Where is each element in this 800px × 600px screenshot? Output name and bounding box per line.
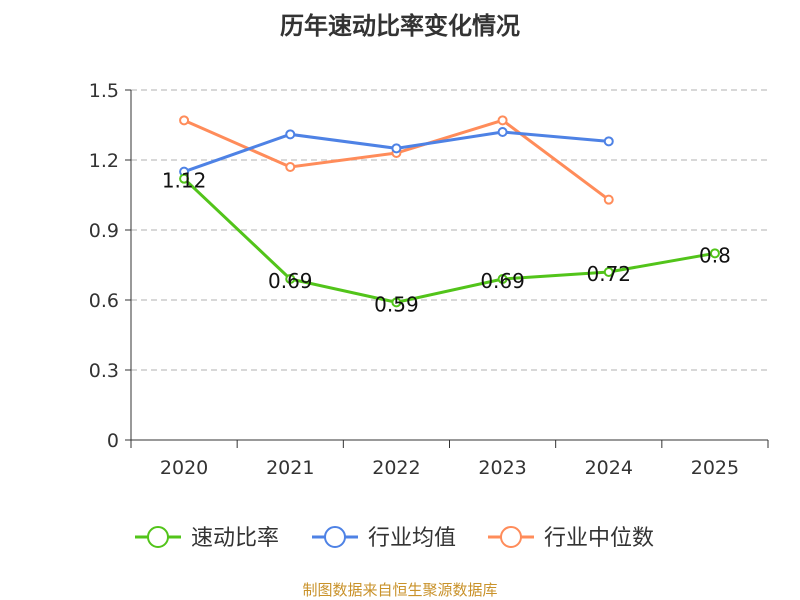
data-point [603, 194, 614, 205]
data-point [603, 136, 614, 147]
legend-label: 行业均值 [368, 526, 456, 551]
legend-marker [147, 526, 169, 548]
x-tick-label: 2020 [160, 457, 208, 479]
source-note: 制图数据来自恒生聚源数据库 [302, 581, 498, 599]
x-tick-label: 2021 [266, 457, 314, 479]
data-label: 0.72 [586, 262, 631, 286]
legend-label: 行业中位数 [544, 526, 654, 551]
data-point [497, 274, 508, 284]
x-tick-label: 2024 [585, 457, 633, 479]
y-tick-label: 0.3 [89, 360, 119, 382]
data-label: 1.12 [162, 169, 207, 193]
legend-marker [324, 526, 346, 548]
data-point [285, 274, 296, 284]
y-tick-label: 0.6 [89, 290, 119, 312]
data-point [391, 143, 402, 154]
series-line-0 [183, 177, 716, 304]
data-point [391, 297, 402, 308]
data-point [497, 115, 508, 126]
data-label: 0.8 [699, 243, 731, 267]
x-tick-label: 2022 [372, 457, 420, 479]
data-label: 0.59 [374, 292, 419, 316]
data-point [179, 173, 190, 184]
data-label: 0.69 [268, 269, 313, 293]
legend-label: 速动比率 [191, 526, 279, 551]
x-tick-label: 2023 [478, 457, 526, 479]
data-label: 0.69 [480, 269, 525, 293]
y-tick-label: 0 [107, 430, 119, 452]
y-tick-label: 1.2 [89, 150, 119, 172]
data-point [497, 127, 508, 137]
legend-marker [500, 526, 522, 548]
y-tick-label: 1.5 [89, 80, 119, 102]
y-tick-label: 0.9 [89, 220, 119, 242]
data-point [709, 248, 720, 259]
data-point [179, 115, 190, 126]
data-point [285, 162, 296, 172]
chart-title: 历年速动比率变化情况 [280, 12, 520, 40]
data-point [285, 129, 296, 140]
data-point [603, 267, 614, 277]
x-tick-label: 2025 [691, 457, 739, 479]
